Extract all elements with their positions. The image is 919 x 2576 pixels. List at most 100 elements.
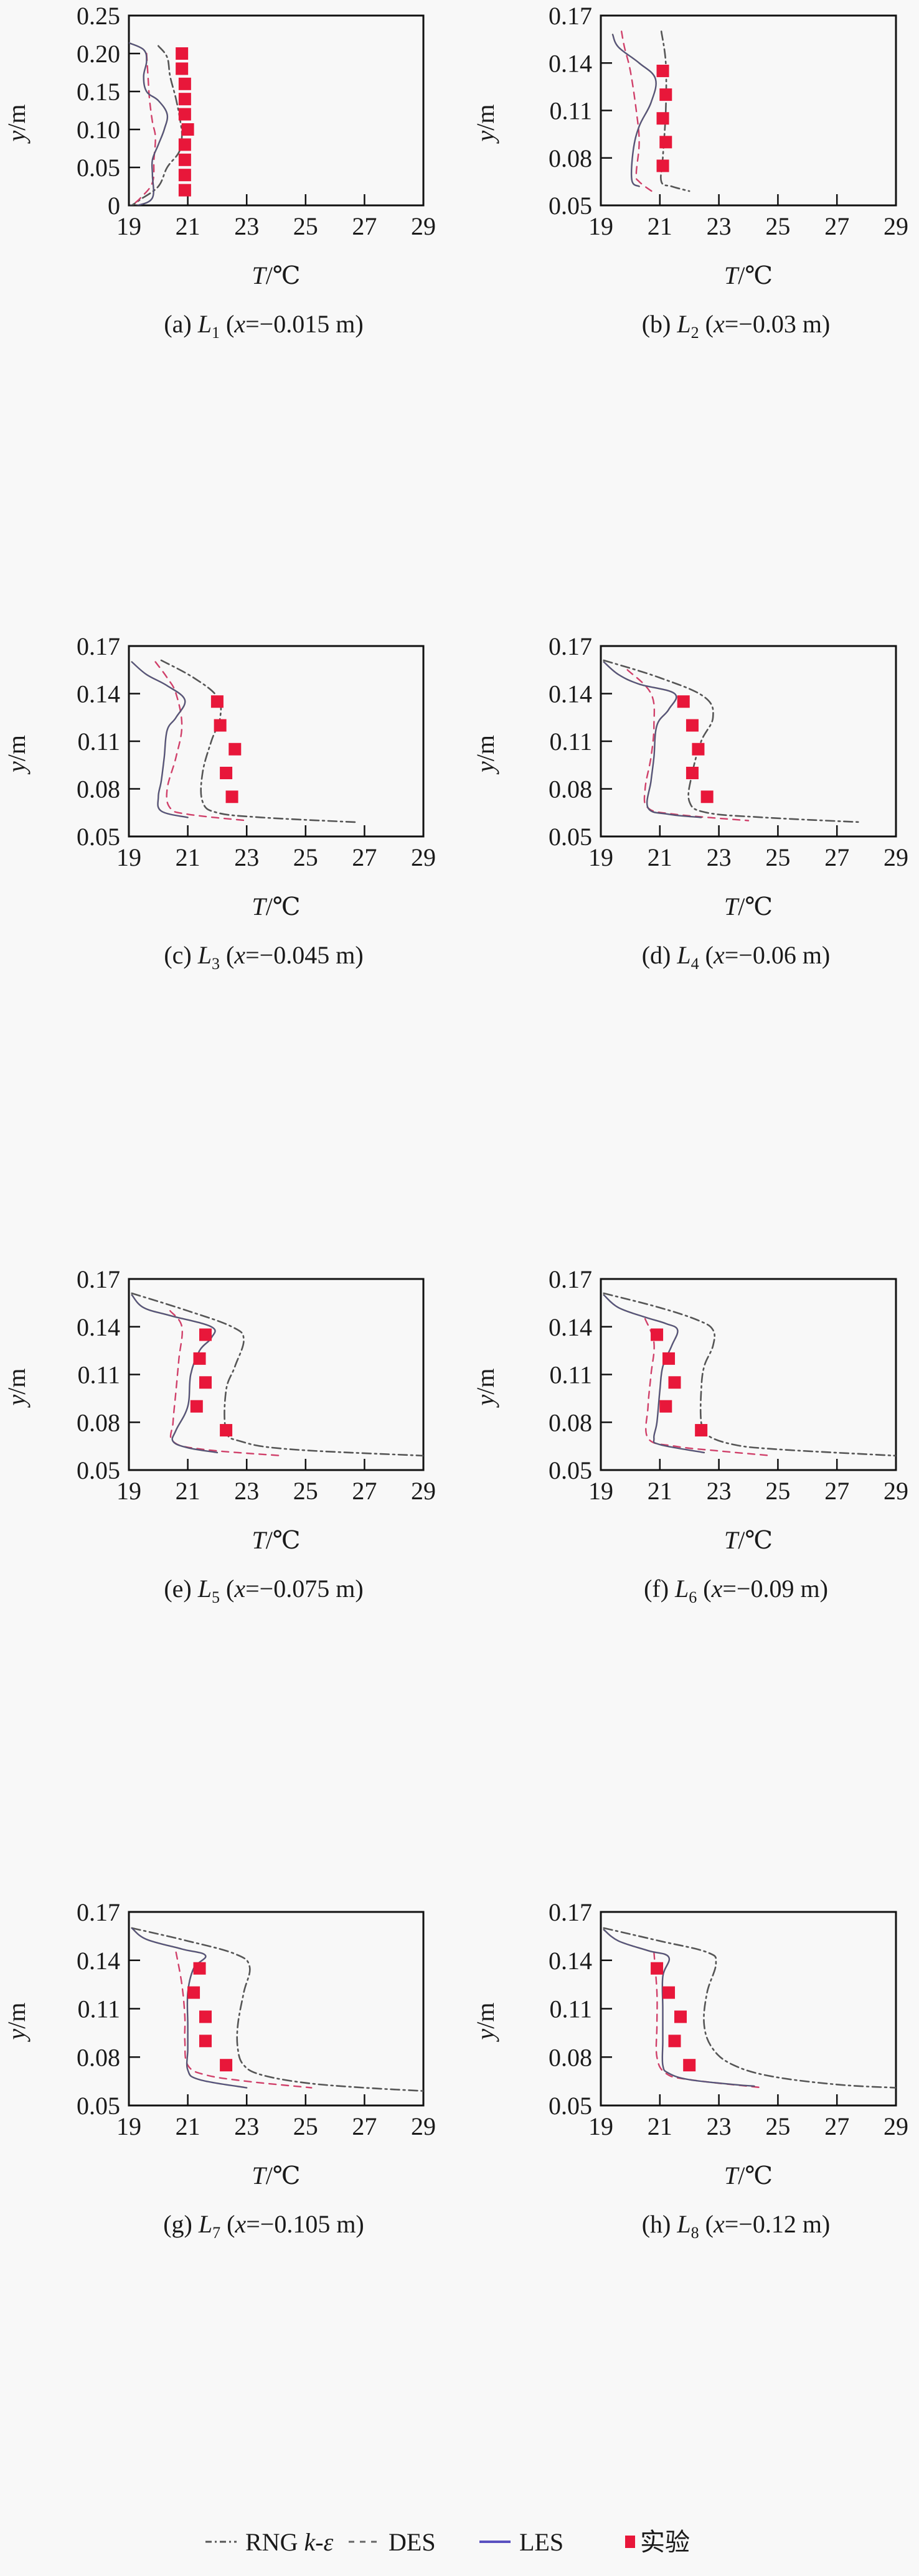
- y-tick-label: 0.11: [77, 1361, 120, 1389]
- experiment-marker: [225, 790, 238, 803]
- series-line-rng: [131, 1927, 423, 2092]
- caption-line: L: [197, 1575, 212, 1603]
- legend-label-main: 实验: [640, 2528, 690, 2556]
- x-tick-label: 25: [765, 2112, 790, 2140]
- experiment-marker: [220, 767, 233, 779]
- y-tick-label: 0.17: [77, 632, 120, 660]
- x-axis-unit: /℃: [738, 2161, 773, 2190]
- caption-open: (: [699, 941, 714, 969]
- experiment-marker: [176, 47, 189, 60]
- experiment-marker: [677, 695, 690, 708]
- plot-frame: [600, 645, 897, 838]
- y-tick-label: 0.17: [549, 2, 592, 30]
- caption-x-var: x: [234, 2210, 246, 2238]
- y-tick-label: 0.05: [549, 1456, 592, 1484]
- series-line-rng: [659, 30, 690, 192]
- x-tick-label: 29: [411, 212, 436, 240]
- panel-e: 19 21 23 25 27 29 0.05 0.08 0.11 0.14 0.17 y/m T/℃ (e…: [2, 1265, 436, 1606]
- caption-x-value: =−0.015 m): [245, 310, 364, 338]
- caption-line: L: [197, 941, 212, 969]
- caption-x-value: =−0.075 m): [245, 1575, 364, 1603]
- panel-caption: (a) L1 (x=−0.015 m): [164, 310, 363, 342]
- experiment-marker: [686, 767, 699, 779]
- plot-frame: [128, 14, 425, 207]
- experiment-marker: [686, 719, 699, 732]
- x-tick-label: 29: [884, 212, 908, 240]
- experiment-marker: [229, 742, 242, 756]
- experiment-marker: [683, 2059, 696, 2072]
- caption-open: (: [697, 1575, 711, 1603]
- panel-d: 19 21 23 25 27 29 0.05 0.08 0.11 0.14 0.17 y/m T/℃ (d…: [471, 632, 908, 973]
- y-tick-label: 0.11: [549, 1995, 592, 2023]
- y-tick-label: 0.05: [77, 1456, 120, 1484]
- series-line-les-tint: [603, 1929, 755, 2087]
- x-tick-label: 27: [352, 2112, 377, 2140]
- plot-frame: [128, 645, 425, 838]
- experiment-marker: [659, 88, 672, 101]
- series-line-les: [131, 1294, 219, 1454]
- x-axis-title: T/℃: [724, 261, 773, 289]
- series-line-les-tint: [131, 1295, 217, 1453]
- x-tick-label: 29: [411, 2112, 436, 2140]
- experiment-marker: [662, 1986, 676, 1999]
- experiment-marker: [178, 108, 191, 121]
- x-tick-label: 27: [824, 843, 849, 871]
- experiment-marker: [210, 695, 224, 708]
- caption-x-var: x: [233, 941, 245, 969]
- x-axis-var: T: [724, 892, 740, 920]
- caption-line: L: [676, 2210, 690, 2238]
- legend-label: DES: [389, 2528, 436, 2556]
- experiment-marker: [656, 112, 669, 125]
- y-tick-label: 0.17: [549, 1265, 592, 1293]
- x-tick-label: 21: [176, 2112, 200, 2140]
- caption-label: (f): [644, 1575, 675, 1603]
- series-line-les: [611, 34, 657, 187]
- series-line-les-tint: [129, 42, 168, 205]
- legend-label: RNG k-ε: [245, 2528, 334, 2556]
- series-line-des: [175, 1951, 313, 2089]
- caption-x-value: =−0.12 m): [725, 2210, 831, 2238]
- y-tick-label: 0.05: [549, 823, 592, 851]
- panel-f: 19 21 23 25 27 29 0.05 0.08 0.11 0.14 0.17 y/m T/℃ (f…: [471, 1265, 908, 1606]
- legend-item-des: DES: [349, 2528, 436, 2556]
- x-tick-label: 19: [116, 212, 141, 240]
- caption-x-var: x: [711, 1575, 723, 1603]
- caption-line-index: 6: [689, 1588, 697, 1606]
- series-line-les-tint: [603, 1295, 705, 1453]
- caption-line-index: 5: [212, 1588, 220, 1606]
- y-tick-label: 0.05: [77, 2092, 120, 2120]
- experiment-marker: [193, 1962, 206, 1975]
- y-tick-label: 0.05: [77, 823, 120, 851]
- x-tick-label: 27: [824, 212, 849, 240]
- x-axis-var: T: [252, 261, 267, 289]
- experiment-marker: [193, 1352, 206, 1365]
- y-axis-title: y/m: [471, 735, 499, 775]
- caption-line-index: 3: [212, 955, 220, 973]
- panel-caption: (e) L5 (x=−0.075 m): [164, 1575, 363, 1606]
- caption-label: (h): [642, 2210, 677, 2238]
- experiment-marker: [674, 2010, 687, 2023]
- x-tick-label: 29: [411, 1477, 436, 1505]
- x-tick-label: 29: [884, 843, 908, 871]
- x-tick-label: 25: [765, 1477, 790, 1505]
- x-axis-var: T: [724, 1526, 740, 1554]
- series-line-rng: [603, 1927, 896, 2089]
- x-tick-label: 23: [234, 1477, 259, 1505]
- x-axis-title: T/℃: [252, 261, 300, 289]
- experiment-marker: [187, 1986, 200, 1999]
- experiment-marker: [190, 1400, 203, 1413]
- y-axis-title: y/m: [2, 105, 31, 144]
- panel-caption: (c) L3 (x=−0.045 m): [164, 941, 363, 973]
- series-group: [611, 30, 690, 194]
- panel-caption: (d) L4 (x=−0.06 m): [642, 941, 831, 973]
- series-line-rng: [160, 659, 357, 823]
- series-line-des: [621, 30, 655, 194]
- experiment-marker: [178, 138, 191, 151]
- y-tick-label: 0.14: [549, 1947, 592, 1975]
- y-tick-label: 0.14: [77, 680, 120, 708]
- caption-x-value: =−0.06 m): [725, 941, 831, 969]
- x-tick-label: 21: [648, 1477, 672, 1505]
- y-axis-var: y: [471, 2029, 499, 2043]
- x-tick-label: 29: [884, 1477, 908, 1505]
